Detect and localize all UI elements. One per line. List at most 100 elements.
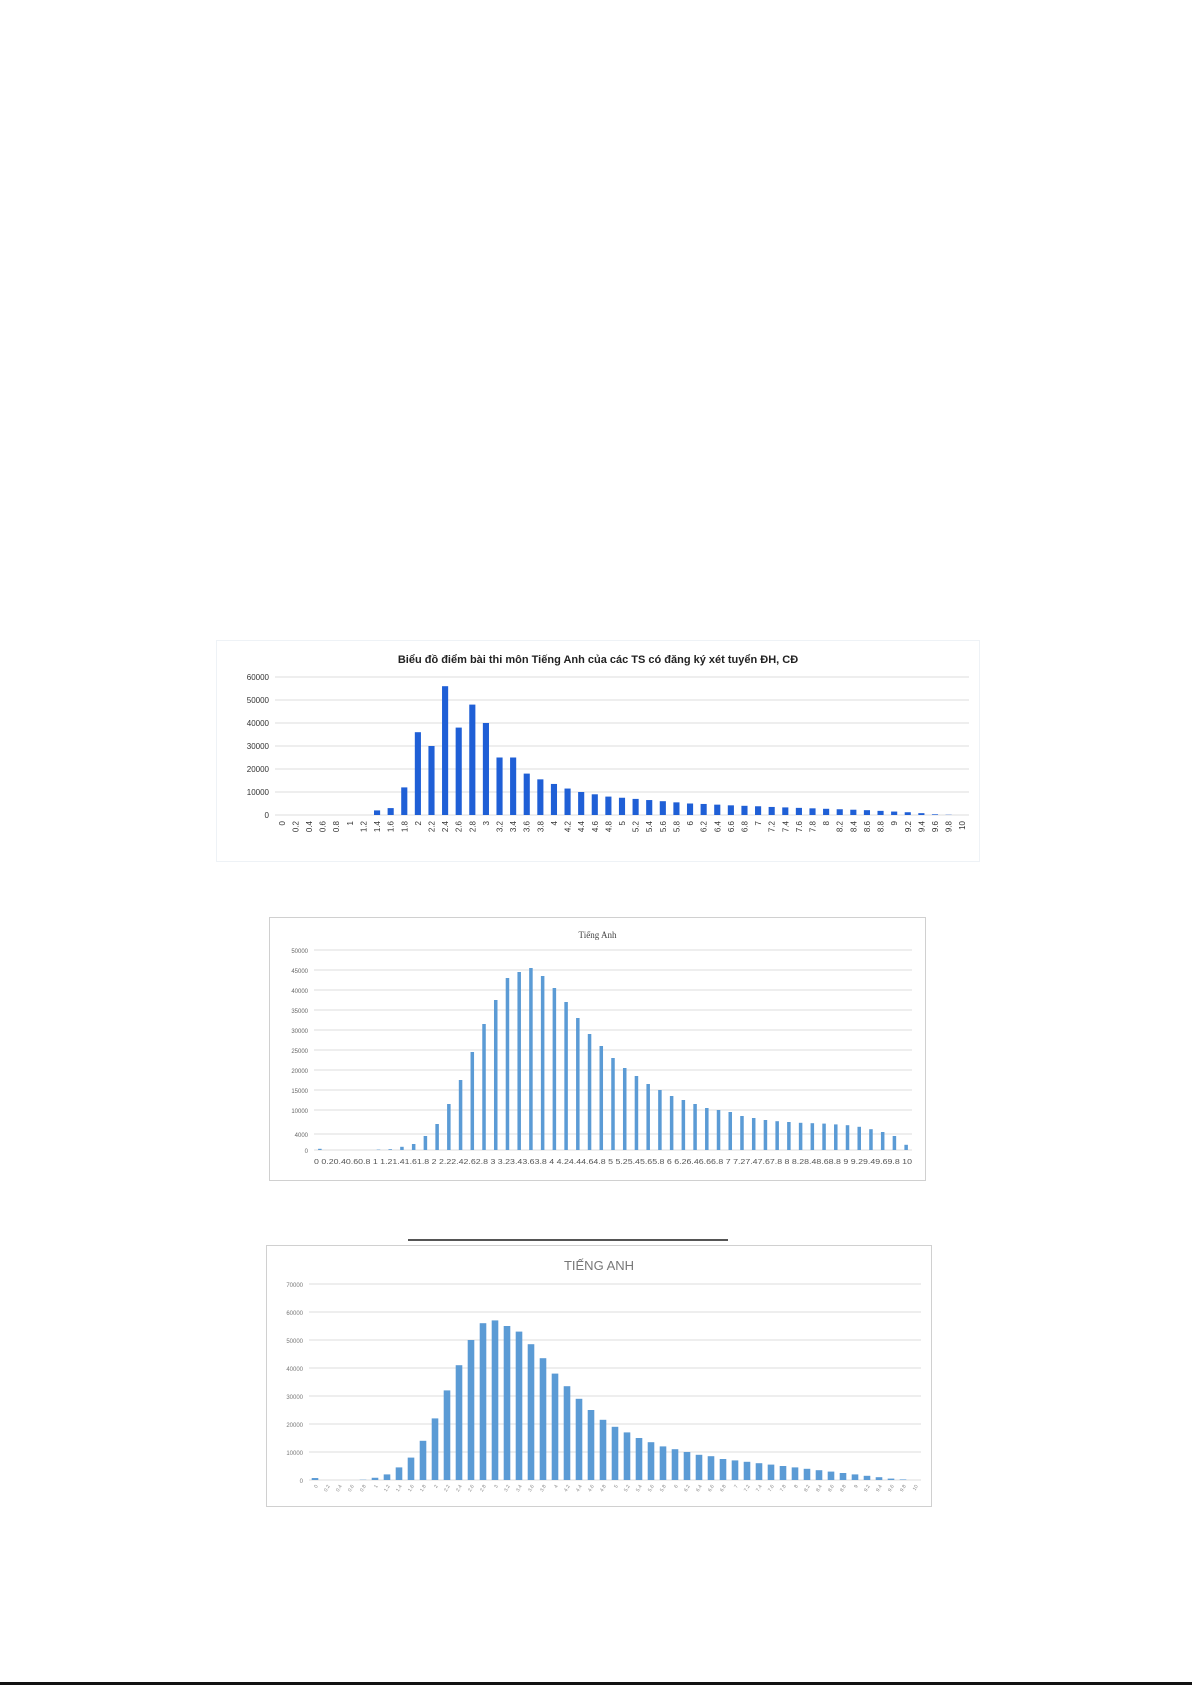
x-tick-label: 2.2 (443, 1484, 452, 1493)
bar (827, 1471, 835, 1480)
bar (623, 1432, 631, 1480)
bar (455, 1365, 463, 1480)
bar (716, 1110, 721, 1150)
bar (686, 803, 694, 815)
bar (683, 1452, 691, 1480)
bar (618, 797, 626, 815)
x-tick-label: 9.6 (931, 820, 940, 832)
bar (673, 802, 680, 815)
bar (564, 788, 571, 815)
y-tick-label: 30000 (291, 1029, 308, 1035)
x-tick-label: 1.6 (387, 820, 396, 832)
bar (693, 1104, 697, 1150)
x-tick-label: 8 (793, 1484, 800, 1490)
bar (587, 1034, 592, 1150)
bar (419, 1440, 427, 1480)
x-tick-label: 5.8 (672, 820, 681, 832)
bar (798, 1122, 803, 1150)
x-tick-label: 2.4 (455, 1484, 464, 1493)
bar (414, 732, 421, 815)
x-tick-label: 5.2 (623, 1484, 632, 1493)
x-tick-label: 0.8 (359, 1484, 368, 1493)
bar (791, 1467, 799, 1480)
bar (537, 779, 544, 815)
x-tick-label: 0.4 (305, 820, 314, 832)
x-tick-label: 8 (822, 820, 831, 825)
x-tick-label: 6.6 (707, 1484, 716, 1493)
bar (447, 1104, 451, 1150)
bar (810, 1123, 815, 1150)
x-tick-label: 6.2 (700, 820, 709, 832)
y-tick-label: 10000 (286, 1451, 303, 1457)
x-tick-label: 9.6 (887, 1484, 896, 1493)
bar (904, 812, 911, 815)
x-tick-label: 9.2 (863, 1484, 872, 1493)
x-tick-label: 4.2 (563, 1484, 572, 1493)
x-tick-label: 6 (673, 1484, 680, 1490)
x-tick-label: 1.4 (373, 820, 382, 832)
y-tick-label: 50000 (286, 1339, 303, 1345)
bar (803, 1468, 811, 1480)
bar (892, 1136, 897, 1150)
bar (527, 1344, 535, 1480)
x-tick-label: 6 (686, 820, 695, 825)
x-tick-label: 0.2 (323, 1484, 332, 1493)
x-tick-labels: 0 0.20.40.60.8 1 1.21.41.61.8 2 2.22.42.… (314, 1159, 912, 1166)
y-tick-label: 50000 (291, 949, 308, 955)
bar (659, 801, 666, 815)
y-tick-label: 0 (305, 1149, 309, 1155)
bar (383, 1474, 391, 1480)
bar (622, 1068, 627, 1150)
bar (782, 807, 789, 815)
bar (517, 972, 521, 1150)
score-chart-3-plot: TIẾNG ANH 0 10000 20000 30000 40000 50000 60000… (286, 1258, 921, 1493)
x-tick-label: 2 (433, 1484, 440, 1490)
bar (587, 1410, 595, 1480)
x-tick-label: 9.2 (904, 820, 913, 832)
x-tick-label: 5 (618, 820, 627, 825)
bar (681, 1100, 686, 1150)
x-tick-label: 0 (313, 1484, 320, 1490)
bar (469, 704, 476, 815)
bar (899, 1479, 907, 1480)
bar (857, 1126, 861, 1150)
x-tick-label: 0 (278, 820, 287, 825)
x-tick-label: 5.2 (632, 820, 641, 832)
bar (401, 787, 408, 815)
score-chart-1: Biểu đồ điểm bài thi môn Tiếng Anh của c… (216, 640, 980, 862)
bar (605, 796, 612, 815)
y-tick-label: 60000 (247, 673, 270, 682)
bar (563, 1386, 571, 1480)
x-tick-label: 2 (414, 820, 423, 825)
x-tick-label: 6.4 (713, 820, 722, 832)
x-tick-label: 1.8 (419, 1484, 428, 1493)
x-tick-label: 8.8 (839, 1484, 848, 1493)
bar (458, 1080, 463, 1150)
bar (632, 798, 639, 815)
bar (503, 1326, 511, 1480)
bar (839, 1473, 847, 1480)
x-tick-label: 5.4 (635, 1484, 644, 1493)
x-tick-label: 8.4 (815, 1484, 824, 1493)
bar (611, 1058, 615, 1150)
x-tick-label: 0.4 (335, 1484, 344, 1493)
x-tick-label: 7 (754, 820, 763, 825)
bar (727, 805, 734, 815)
bar (695, 1454, 703, 1480)
x-tick-label: 3 (482, 820, 491, 825)
bar (373, 810, 381, 815)
x-tick-label: 7.6 (767, 1484, 776, 1493)
bar (493, 1000, 498, 1150)
y-tick-label: 45000 (291, 969, 308, 975)
y-tick-label: 20000 (286, 1423, 303, 1429)
chart-title: Biểu đồ điểm bài thi môn Tiếng Anh của c… (398, 654, 798, 666)
x-tick-label: 1.4 (395, 1484, 404, 1493)
bar (779, 1466, 787, 1480)
score-chart-3: TIẾNG ANH 0 10000 20000 30000 40000 50000 60000… (266, 1245, 932, 1507)
x-tick-label: 5.6 (659, 820, 668, 832)
bar (442, 686, 449, 815)
bar (850, 809, 857, 815)
x-tick-label: 3.2 (503, 1484, 512, 1493)
chart-title: Tiếng Anh (579, 930, 617, 940)
bar (863, 1475, 871, 1480)
